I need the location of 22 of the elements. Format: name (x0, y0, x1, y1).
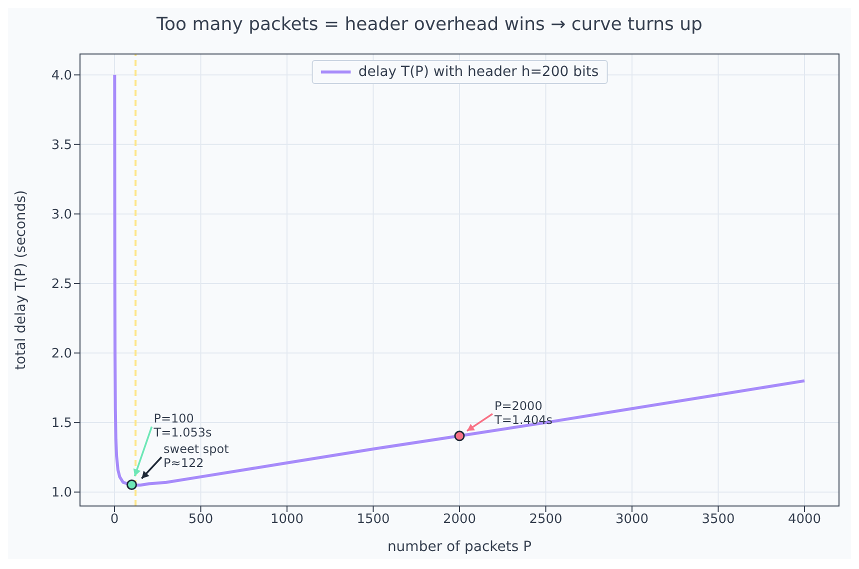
y-axis-title: total delay T(P) (seconds) (12, 190, 29, 370)
x-tick-label: 1500 (356, 512, 390, 528)
y-tick-label: 1.0 (51, 486, 72, 501)
y-tick-label: 1.5 (51, 416, 72, 432)
chart-title: Too many packets = header overhead wins → curve turns up (156, 13, 704, 37)
annotation: sweet spot P≈122 (164, 442, 230, 470)
y-tick-label: 2.0 (51, 346, 72, 362)
x-tick-label: 1000 (270, 512, 304, 528)
x-tick-label: 3000 (615, 512, 649, 528)
legend-label: delay T(P) with header h=200 bits (358, 64, 599, 80)
x-tick-label: 2000 (442, 512, 476, 528)
annotation: P=2000 T=1.404s (494, 398, 552, 427)
y-tick-label: 4.0 (51, 68, 72, 84)
x-tick-label: 3500 (702, 512, 735, 528)
x-tick-label: 0 (110, 512, 119, 528)
x-tick-label: 2500 (529, 512, 562, 528)
y-tick-label: 3.5 (51, 138, 72, 154)
y-tick-label: 2.5 (51, 277, 72, 292)
x-tick-label: 500 (188, 512, 214, 528)
x-tick-label: 4000 (788, 512, 822, 528)
y-tick-label: 3.0 (51, 208, 72, 223)
x-axis-title: number of packets P (387, 539, 532, 555)
